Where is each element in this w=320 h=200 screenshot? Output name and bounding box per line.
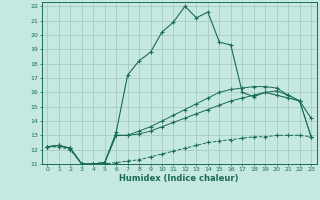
X-axis label: Humidex (Indice chaleur): Humidex (Indice chaleur) — [119, 174, 239, 183]
